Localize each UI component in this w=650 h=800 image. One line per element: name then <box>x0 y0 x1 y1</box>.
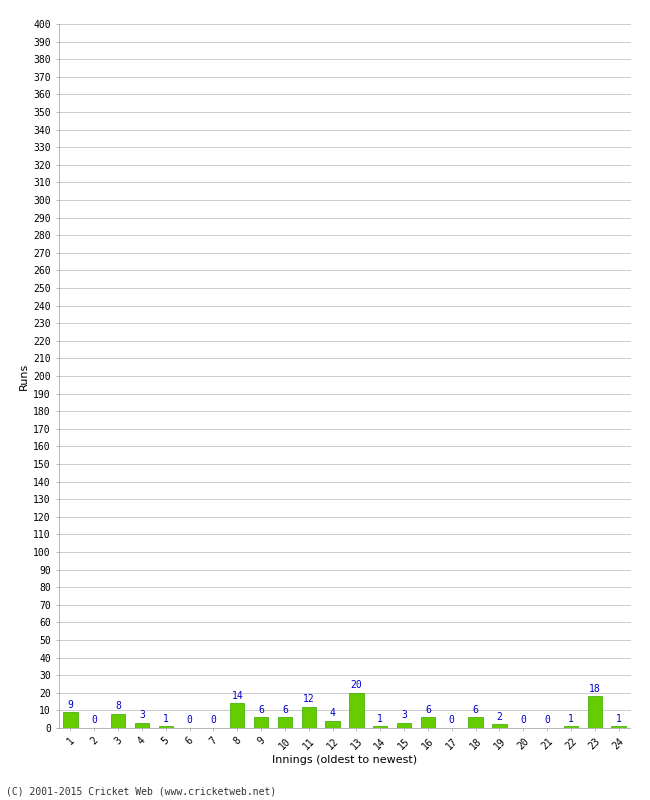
Y-axis label: Runs: Runs <box>19 362 29 390</box>
Text: 9: 9 <box>68 699 73 710</box>
Text: 6: 6 <box>473 705 478 715</box>
Bar <box>492 725 506 728</box>
Bar <box>63 712 77 728</box>
Text: 3: 3 <box>401 710 407 720</box>
Bar <box>111 714 125 728</box>
Bar <box>349 693 363 728</box>
Text: 1: 1 <box>162 714 169 723</box>
Text: 0: 0 <box>544 715 550 726</box>
Text: 4: 4 <box>330 708 335 718</box>
Bar <box>588 696 602 728</box>
Text: 12: 12 <box>303 694 315 704</box>
Text: 0: 0 <box>448 715 455 726</box>
Bar <box>159 726 173 728</box>
Text: 2: 2 <box>497 712 502 722</box>
Bar <box>564 726 578 728</box>
Text: 14: 14 <box>231 690 243 701</box>
Bar <box>612 726 626 728</box>
Text: 0: 0 <box>187 715 192 726</box>
Bar <box>469 718 483 728</box>
Text: 18: 18 <box>589 684 601 694</box>
Text: (C) 2001-2015 Cricket Web (www.cricketweb.net): (C) 2001-2015 Cricket Web (www.cricketwe… <box>6 786 277 796</box>
Bar <box>254 718 268 728</box>
Text: 0: 0 <box>91 715 98 726</box>
Text: 6: 6 <box>425 705 431 715</box>
Text: 1: 1 <box>616 714 621 723</box>
Bar <box>278 718 292 728</box>
Bar <box>135 722 149 728</box>
Bar <box>230 703 244 728</box>
Text: 0: 0 <box>211 715 216 726</box>
Text: 6: 6 <box>282 705 288 715</box>
Bar <box>302 707 316 728</box>
Bar <box>326 721 340 728</box>
Bar <box>397 722 411 728</box>
Text: 0: 0 <box>520 715 526 726</box>
Text: 8: 8 <box>115 702 121 711</box>
X-axis label: Innings (oldest to newest): Innings (oldest to newest) <box>272 755 417 765</box>
Text: 3: 3 <box>139 710 145 720</box>
Bar <box>373 726 387 728</box>
Text: 1: 1 <box>568 714 574 723</box>
Text: 1: 1 <box>377 714 384 723</box>
Bar <box>421 718 435 728</box>
Text: 6: 6 <box>258 705 264 715</box>
Text: 20: 20 <box>350 680 362 690</box>
